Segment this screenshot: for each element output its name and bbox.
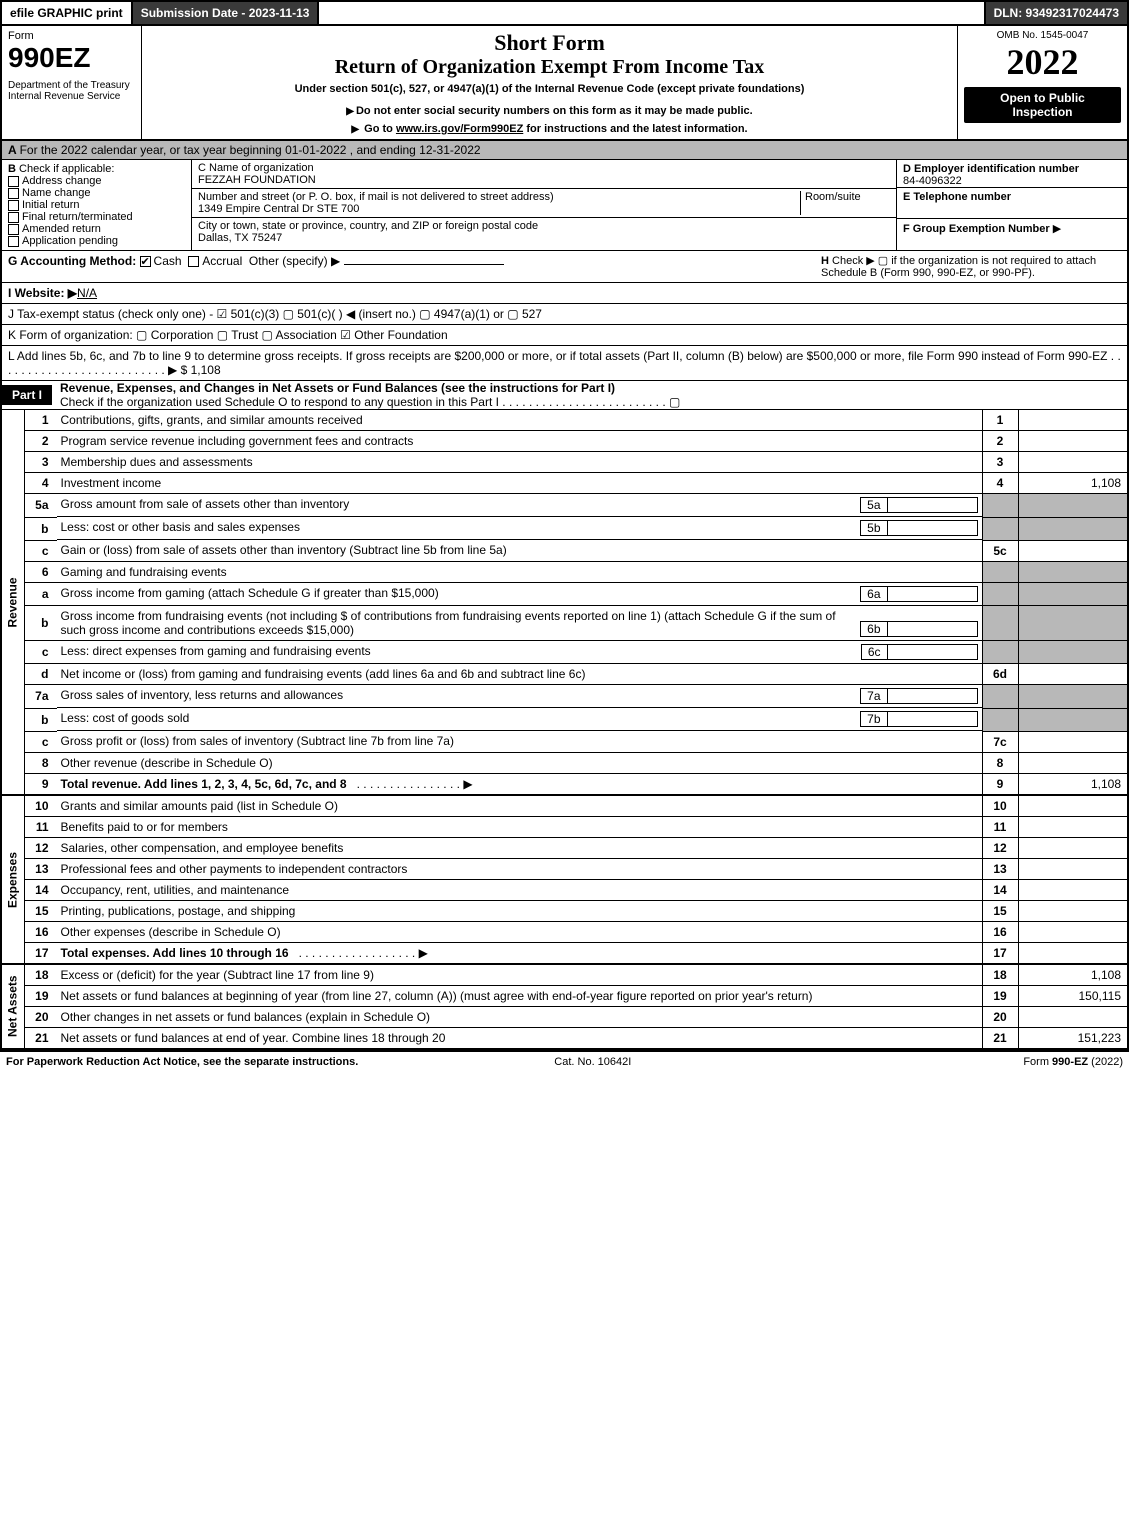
- dept-treasury: Department of the Treasury Internal Reve…: [8, 80, 135, 102]
- open-to-public: Open to Public Inspection: [964, 87, 1121, 123]
- efile-print-label[interactable]: efile GRAPHIC print: [2, 2, 133, 24]
- main-title: Return of Organization Exempt From Incom…: [148, 56, 951, 79]
- row-5c: cGain or (loss) from sale of assets othe…: [1, 540, 1128, 561]
- form-word: Form: [8, 30, 135, 42]
- chk-initial-return[interactable]: [8, 200, 19, 211]
- row-16: 16Other expenses (describe in Schedule O…: [1, 921, 1128, 942]
- chk-amended-return[interactable]: [8, 224, 19, 235]
- arrow-icon: [346, 105, 356, 117]
- row-4: 4Investment income41,108: [1, 473, 1128, 494]
- row-7c: cGross profit or (loss) from sales of in…: [1, 731, 1128, 752]
- row-19: 19Net assets or fund balances at beginni…: [1, 985, 1128, 1006]
- chk-application-pending[interactable]: [8, 236, 19, 247]
- section-c: C Name of organization FEZZAH FOUNDATION…: [192, 160, 897, 250]
- row-21: 21Net assets or fund balances at end of …: [1, 1027, 1128, 1049]
- ein: 84-4096322: [903, 175, 962, 187]
- row-6c: cLess: direct expenses from gaming and f…: [1, 641, 1128, 664]
- chk-accrual[interactable]: [188, 256, 199, 267]
- org-address: 1349 Empire Central Dr STE 700: [198, 203, 359, 215]
- top-bar: efile GRAPHIC print Submission Date - 20…: [0, 0, 1129, 26]
- row-6b: bGross income from fundraising events (n…: [1, 606, 1128, 641]
- cat-no: Cat. No. 10642I: [554, 1056, 631, 1068]
- revenue-label: Revenue: [1, 410, 25, 795]
- row-10: Expenses 10Grants and similar amounts pa…: [1, 795, 1128, 817]
- expenses-label: Expenses: [1, 795, 25, 964]
- chk-address-change[interactable]: [8, 176, 19, 187]
- short-form-title: Short Form: [148, 30, 951, 56]
- org-city: Dallas, TX 75247: [198, 232, 282, 244]
- row-6d: dNet income or (loss) from gaming and fu…: [1, 664, 1128, 685]
- row-14: 14Occupancy, rent, utilities, and mainte…: [1, 879, 1128, 900]
- row-18: Net Assets 18Excess or (deficit) for the…: [1, 964, 1128, 986]
- paperwork-notice: For Paperwork Reduction Act Notice, see …: [6, 1056, 358, 1068]
- row-7b: bLess: cost of goods sold7b: [1, 708, 1128, 731]
- irs-link[interactable]: www.irs.gov/Form990EZ: [396, 123, 523, 135]
- bullet-1: Do not enter social security numbers on …: [148, 105, 951, 117]
- dln: DLN: 93492317024473: [984, 2, 1127, 24]
- netassets-label: Net Assets: [1, 964, 25, 1049]
- line-l: L Add lines 5b, 6c, and 7b to line 9 to …: [0, 346, 1129, 381]
- section-d-e-f: D Employer identification number 84-4096…: [897, 160, 1127, 250]
- row-12: 12Salaries, other compensation, and empl…: [1, 837, 1128, 858]
- form-number: 990EZ: [8, 42, 135, 74]
- part-i-tab: Part I: [2, 385, 52, 405]
- row-15: 15Printing, publications, postage, and s…: [1, 900, 1128, 921]
- row-9: 9Total revenue. Add lines 1, 2, 3, 4, 5c…: [1, 773, 1128, 795]
- row-6: 6Gaming and fundraising events: [1, 561, 1128, 582]
- row-6a: aGross income from gaming (attach Schedu…: [1, 582, 1128, 606]
- line-k: K Form of organization: ▢ Corporation ▢ …: [0, 325, 1129, 346]
- row-20: 20Other changes in net assets or fund ba…: [1, 1006, 1128, 1027]
- row-8: 8Other revenue (describe in Schedule O)8: [1, 752, 1128, 773]
- line-i: I Website: ▶N/A: [0, 283, 1129, 304]
- form-header: Form 990EZ Department of the Treasury In…: [0, 26, 1129, 141]
- row-5a: 5aGross amount from sale of assets other…: [1, 494, 1128, 518]
- title-block: Short Form Return of Organization Exempt…: [142, 26, 957, 139]
- row-11: 11Benefits paid to or for members11: [1, 816, 1128, 837]
- line-a: A For the 2022 calendar year, or tax yea…: [0, 141, 1129, 160]
- row-7a: 7aGross sales of inventory, less returns…: [1, 685, 1128, 709]
- line-j: J Tax-exempt status (check only one) - ☑…: [0, 304, 1129, 325]
- section-b: B Check if applicable: Address change Na…: [2, 160, 192, 250]
- right-header-block: OMB No. 1545-0047 2022 Open to Public In…: [957, 26, 1127, 139]
- row-13: 13Professional fees and other payments t…: [1, 858, 1128, 879]
- line-g-h: G Accounting Method: Cash Accrual Other …: [0, 251, 1129, 283]
- info-grid: B Check if applicable: Address change Na…: [0, 160, 1129, 251]
- row-2: 2Program service revenue including gover…: [1, 431, 1128, 452]
- ledger-table: Revenue 1Contributions, gifts, grants, a…: [0, 410, 1129, 1050]
- website: N/A: [77, 286, 97, 300]
- row-5b: bLess: cost or other basis and sales exp…: [1, 517, 1128, 540]
- bullet-2: Go to www.irs.gov/Form990EZ for instruct…: [148, 123, 951, 135]
- omb-no: OMB No. 1545-0047: [964, 30, 1121, 41]
- submission-date: Submission Date - 2023-11-13: [133, 2, 320, 24]
- subtitle: Under section 501(c), 527, or 4947(a)(1)…: [148, 83, 951, 95]
- form-id-block: Form 990EZ Department of the Treasury In…: [2, 26, 142, 139]
- chk-final-return[interactable]: [8, 212, 19, 223]
- org-name: FEZZAH FOUNDATION: [198, 174, 316, 186]
- chk-cash[interactable]: [140, 256, 151, 267]
- footer: For Paperwork Reduction Act Notice, see …: [0, 1050, 1129, 1072]
- form-footer-id: Form 990-EZ (2022): [1023, 1056, 1123, 1068]
- row-1: Revenue 1Contributions, gifts, grants, a…: [1, 410, 1128, 431]
- arrow-icon: [351, 123, 361, 135]
- row-17: 17Total expenses. Add lines 10 through 1…: [1, 942, 1128, 964]
- part-i-header: Part I Revenue, Expenses, and Changes in…: [0, 381, 1129, 410]
- tax-year: 2022: [964, 41, 1121, 83]
- row-3: 3Membership dues and assessments3: [1, 452, 1128, 473]
- chk-name-change[interactable]: [8, 188, 19, 199]
